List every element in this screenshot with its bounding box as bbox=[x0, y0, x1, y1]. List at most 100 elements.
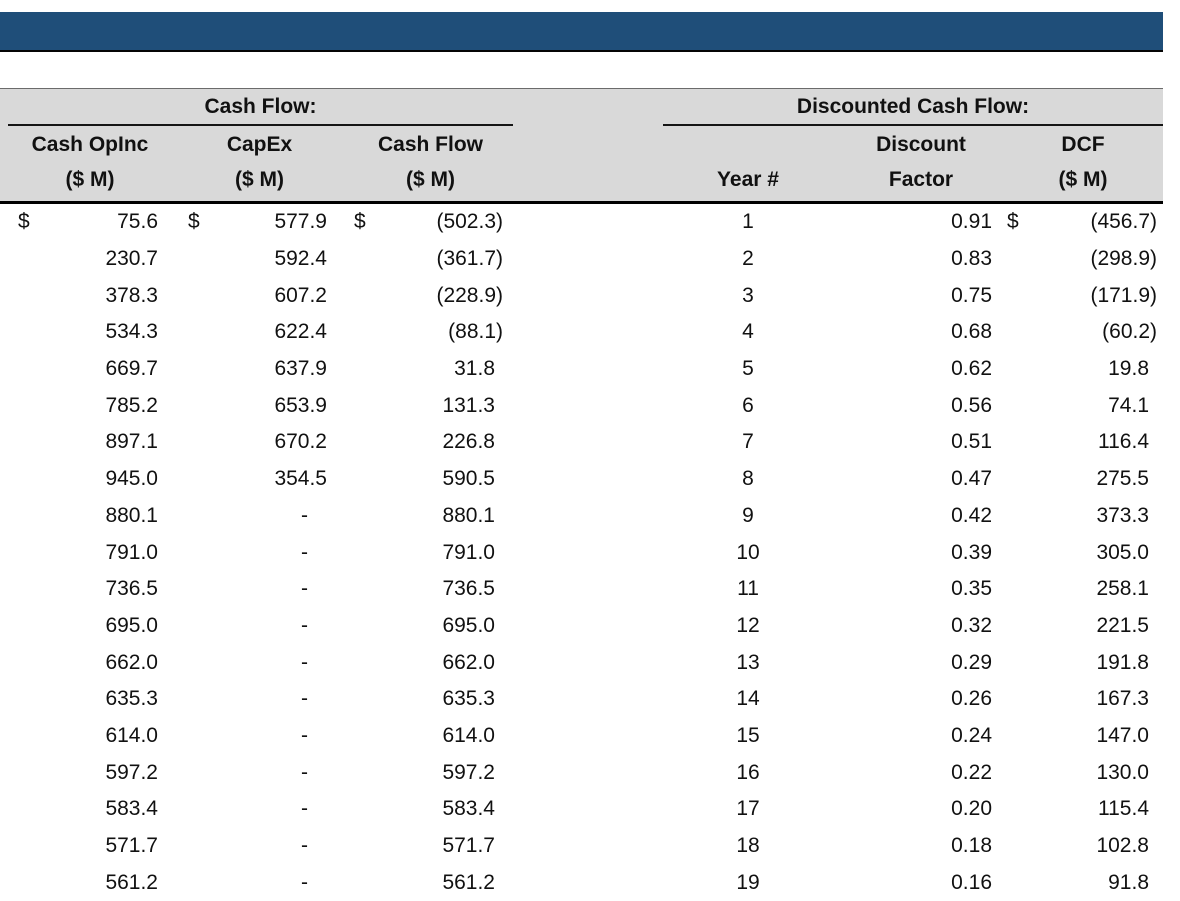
year-cell[interactable]: 14 bbox=[736, 687, 760, 711]
cash-opinc-cell[interactable]: 897.1 bbox=[14, 430, 166, 454]
col-subheader-capex-unit[interactable]: ($ M) bbox=[235, 167, 284, 191]
capex-cell[interactable]: 354.5 bbox=[184, 467, 335, 491]
capex-cell[interactable]: 622.4 bbox=[184, 320, 335, 344]
dcf-cell[interactable]: 167.3 bbox=[1003, 687, 1163, 711]
cash-flow-cell[interactable]: 695.0 bbox=[350, 614, 511, 638]
cash-opinc-cell[interactable]: 230.7 bbox=[14, 247, 166, 271]
discount-factor-cell[interactable]: 0.62 bbox=[951, 357, 992, 381]
cash-flow-cell[interactable]: (88.1) bbox=[350, 320, 511, 344]
dcf-cell[interactable]: 373.3 bbox=[1003, 504, 1163, 528]
cash-flow-cell[interactable]: 791.0 bbox=[350, 541, 511, 565]
cash-flow-cell[interactable]: 226.8 bbox=[350, 430, 511, 454]
dcf-cell[interactable]: (60.2) bbox=[1003, 320, 1163, 344]
cash-opinc-cell[interactable]: 614.0 bbox=[14, 724, 166, 748]
discount-factor-cell[interactable]: 0.47 bbox=[951, 467, 992, 491]
year-cell[interactable]: 5 bbox=[742, 357, 754, 381]
year-cell[interactable]: 9 bbox=[742, 503, 754, 527]
dcf-cell[interactable]: 91.8 bbox=[1003, 871, 1163, 895]
capex-cell[interactable]: 637.9 bbox=[184, 357, 335, 381]
cash-opinc-cell[interactable]: 791.0 bbox=[14, 541, 166, 565]
capex-cell[interactable]: 592.4 bbox=[184, 247, 335, 271]
capex-cell[interactable]: - bbox=[184, 651, 335, 675]
year-cell[interactable]: 16 bbox=[736, 760, 760, 784]
cash-opinc-cell[interactable]: 378.3 bbox=[14, 284, 166, 308]
capex-cell[interactable]: $577.9 bbox=[184, 210, 335, 234]
dcf-cell[interactable]: 74.1 bbox=[1003, 394, 1163, 418]
cash-opinc-cell[interactable]: 669.7 bbox=[14, 357, 166, 381]
cash-opinc-cell[interactable]: 571.7 bbox=[14, 834, 166, 858]
cash-flow-cell[interactable]: 590.5 bbox=[350, 467, 511, 491]
capex-cell[interactable]: - bbox=[184, 504, 335, 528]
cash-flow-cell[interactable]: 131.3 bbox=[350, 394, 511, 418]
year-cell[interactable]: 11 bbox=[737, 577, 759, 601]
cash-flow-cell[interactable]: (228.9) bbox=[350, 284, 511, 308]
discount-factor-cell[interactable]: 0.68 bbox=[951, 320, 992, 344]
discount-factor-cell[interactable]: 0.22 bbox=[951, 760, 992, 784]
capex-cell[interactable]: 670.2 bbox=[184, 430, 335, 454]
discount-factor-cell[interactable]: 0.20 bbox=[951, 797, 992, 821]
year-cell[interactable]: 17 bbox=[736, 797, 760, 821]
dcf-cell[interactable]: 116.4 bbox=[1003, 430, 1163, 454]
discount-factor-cell[interactable]: 0.56 bbox=[951, 393, 992, 417]
cash-flow-cell[interactable]: 597.2 bbox=[350, 761, 511, 785]
cash-flow-cell[interactable]: (361.7) bbox=[350, 247, 511, 271]
cash-flow-cell[interactable]: 31.8 bbox=[350, 357, 511, 381]
discount-factor-cell[interactable]: 0.75 bbox=[951, 283, 992, 307]
dcf-cell[interactable]: 221.5 bbox=[1003, 614, 1163, 638]
year-cell[interactable]: 8 bbox=[742, 467, 754, 491]
capex-cell[interactable]: - bbox=[184, 577, 335, 601]
col-header-year[interactable]: Year # bbox=[717, 167, 779, 191]
discount-factor-cell[interactable]: 0.39 bbox=[951, 540, 992, 564]
year-cell[interactable]: 6 bbox=[742, 393, 754, 417]
cash-flow-cell[interactable]: 614.0 bbox=[350, 724, 511, 748]
dcf-cell[interactable]: 102.8 bbox=[1003, 834, 1163, 858]
cash-flow-cell[interactable]: 880.1 bbox=[350, 504, 511, 528]
capex-cell[interactable]: - bbox=[184, 871, 335, 895]
col-subheader-factor[interactable]: Factor bbox=[888, 167, 954, 191]
dcf-cell[interactable]: 147.0 bbox=[1003, 724, 1163, 748]
year-cell[interactable]: 7 bbox=[742, 430, 754, 454]
dcf-cell[interactable]: $ (456.7) bbox=[1003, 210, 1163, 234]
capex-cell[interactable]: - bbox=[184, 724, 335, 748]
discount-factor-cell[interactable]: 0.24 bbox=[951, 723, 992, 747]
col-header-discount[interactable]: Discount bbox=[876, 133, 966, 156]
col-header-dcf[interactable]: DCF bbox=[1061, 133, 1105, 156]
discount-factor-cell[interactable]: 0.18 bbox=[951, 834, 992, 858]
cash-flow-cell[interactable]: 571.7 bbox=[350, 834, 511, 858]
cash-flow-cell[interactable]: 561.2 bbox=[350, 871, 511, 895]
cash-flow-cell[interactable]: 736.5 bbox=[350, 577, 511, 601]
cash-flow-cell[interactable]: 583.4 bbox=[350, 797, 511, 821]
year-cell[interactable]: 12 bbox=[736, 613, 760, 637]
col-header-cash-opinc[interactable]: Cash OpInc bbox=[31, 133, 149, 156]
dcf-cell[interactable]: 275.5 bbox=[1003, 467, 1163, 491]
discount-factor-cell[interactable]: 0.32 bbox=[951, 613, 992, 637]
capex-cell[interactable]: - bbox=[184, 541, 335, 565]
year-cell[interactable]: 4 bbox=[742, 320, 754, 344]
cash-opinc-cell[interactable]: 695.0 bbox=[14, 614, 166, 638]
col-subheader-cash-flow-unit[interactable]: ($ M) bbox=[406, 167, 455, 191]
cash-opinc-cell[interactable]: 597.2 bbox=[14, 761, 166, 785]
col-header-capex[interactable]: CapEx bbox=[226, 133, 293, 156]
capex-cell[interactable]: - bbox=[184, 614, 335, 638]
discount-factor-cell[interactable]: 0.91 bbox=[951, 210, 992, 234]
discount-factor-cell[interactable]: 0.42 bbox=[951, 503, 992, 527]
dcf-cell[interactable]: 130.0 bbox=[1003, 761, 1163, 785]
capex-cell[interactable]: - bbox=[184, 761, 335, 785]
discount-factor-cell[interactable]: 0.51 bbox=[951, 430, 992, 454]
capex-cell[interactable]: - bbox=[184, 797, 335, 821]
cash-opinc-cell[interactable]: 662.0 bbox=[14, 651, 166, 675]
discount-factor-cell[interactable]: 0.29 bbox=[951, 650, 992, 674]
discount-factor-cell[interactable]: 0.26 bbox=[951, 687, 992, 711]
cash-flow-cell[interactable]: 635.3 bbox=[350, 687, 511, 711]
year-cell[interactable]: 1 bbox=[742, 210, 754, 234]
capex-cell[interactable]: 653.9 bbox=[184, 394, 335, 418]
year-cell[interactable]: 3 bbox=[742, 283, 754, 307]
dcf-cell[interactable]: 191.8 bbox=[1003, 651, 1163, 675]
year-cell[interactable]: 10 bbox=[736, 540, 760, 564]
col-header-cash-flow[interactable]: Cash Flow bbox=[377, 133, 483, 156]
cash-flow-cell[interactable]: $ (502.3) bbox=[350, 210, 511, 234]
dcf-cell[interactable]: 258.1 bbox=[1003, 577, 1163, 601]
discount-factor-cell[interactable]: 0.16 bbox=[951, 870, 992, 894]
col-subheader-cash-opinc-unit[interactable]: ($ M) bbox=[65, 167, 115, 191]
cash-opinc-cell[interactable]: 785.2 bbox=[14, 394, 166, 418]
